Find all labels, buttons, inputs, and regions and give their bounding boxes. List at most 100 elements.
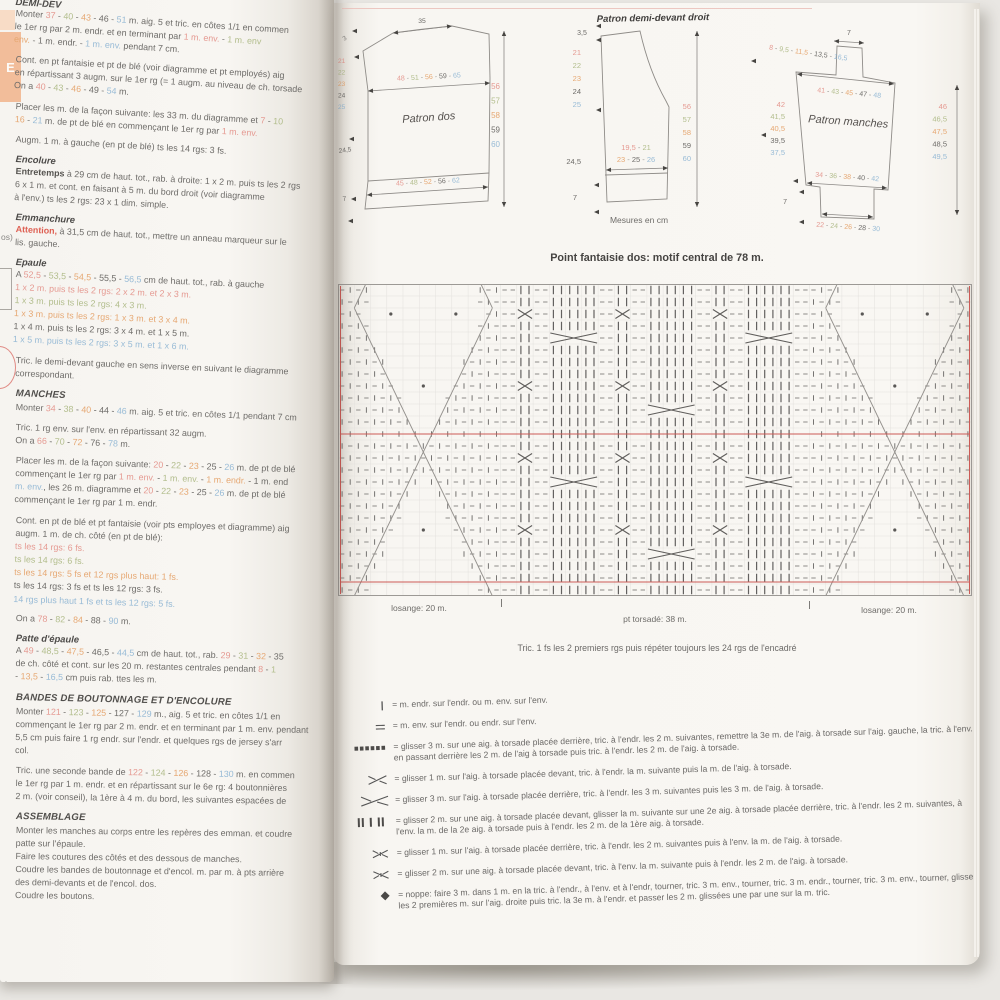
arrowhead [694,31,700,36]
cross-3-front-symbol [351,868,397,881]
paragraph: A 52,5 - 53,5 - 54,5 - 55,5 - 56,5 cm de… [13,268,330,360]
arrowhead [751,58,756,64]
arrowhead [594,209,599,215]
measurement-stack-value: 21 [573,48,581,57]
legend-text: = m. env. sur l'endr. ou endr. sur l'env… [392,716,537,731]
measurement-stack-value: 25 [338,104,346,111]
diagram-label: 3 [342,35,349,43]
margin-color-strip [0,10,15,30]
arrowhead [596,107,601,113]
cropped-text-fragment: os) [1,232,13,242]
dos-name: Patron dos [402,110,456,126]
instructions-column: DEMI-DEV Monter 37 - 40 - 43 - 46 - 51 m.… [13,0,330,910]
measurement-stack-value: 21 [338,58,346,65]
diagram-label: 24,5 [566,157,581,166]
arrowhead [799,189,804,195]
diagram-patron-demi-devant-droit: Patron demi-devant droit 3,5 21 22 23 24 25 24,… [566,12,710,225]
cropped-ellipse-fragment [0,346,16,389]
measurement-stack-value: 49,5 [932,152,947,161]
measurement-stack-value: 59 [491,126,500,135]
cable-5-bars-symbol [350,815,397,839]
stitch-legend: = m. endr. sur l'endr. ou m. env. sur l'… [346,681,979,922]
legend-text: = glisser 3 m. sur l'aig. à torsade plac… [394,780,824,805]
paragraph: A 49 - 48,5 - 47,5 - 46,5 - 44,5 cm de h… [15,644,330,691]
manches-cuff-width: 22 - 24 - 26 - 28 - 30 [816,222,880,233]
measurement-stack-value: 59 [683,141,691,150]
measures-caption: Mesures en cm [610,215,668,225]
paragraph: Placer les m. de la façon suivante: 20 -… [14,454,330,517]
knit-symbol [346,700,392,713]
diagram-label: 24,5 [338,146,352,155]
chart-repeat-note: Tric. 1 fs les 2 premiers rgs puis répét… [517,643,797,653]
legend-text: = m. endr. sur l'endr. ou m. env. sur l'… [391,694,548,710]
diagram-patron-dos: 35 48 - 51 - 56 - 59 - 65 Patron dos 45 - 4… [338,18,507,224]
measurement-stack-value: 56 [491,82,500,91]
diagram-label: 7 [342,195,347,202]
legend-item: = glisser 1 m. sur l'aig. à torsade plac… [348,755,974,787]
arrowhead [761,132,766,138]
chart-losange-left-label: losange: 20 m. [391,603,447,613]
pattern-text-line: Coudre les boutons. [14,890,95,903]
arrowhead [954,210,960,215]
size-tab-badge: E [0,32,21,102]
legend-item: = glisser 1 m. sur l'aig. à torsade plac… [351,829,977,861]
arrowhead [446,24,452,29]
devant-bottom-width-b: 23 - 25 - 26 [617,155,655,164]
knitting-chart-grid [337,283,973,597]
measurement-stack-value: 39,5 [770,136,785,145]
measurement-stack-value: 40,5 [770,124,785,133]
arrowhead [501,202,507,207]
chart-title: Point fantaisie dos: motif central de 78… [550,252,764,264]
arrowhead [596,37,601,43]
manches-name: Patron manches [808,113,889,131]
arrowhead [888,81,894,86]
arrowhead [797,72,803,77]
arrowhead [367,192,373,197]
arrowhead [351,196,356,202]
measurement-stack-value: 41,5 [770,112,785,121]
cross-3-back-symbol [351,847,397,860]
legend-item: = noppe: faire 3 m. dans 1 m. en la tric… [352,871,978,913]
measurement-stack-value: 25 [573,100,581,109]
cross-2-front-symbol [348,773,394,786]
measurement-stack-value: 46,5 [932,115,947,124]
arrowhead [352,28,357,34]
purl-symbol [347,721,393,734]
diagram-label: 7 [783,199,787,206]
arrowhead [822,212,828,217]
manches-shoulder-widths: 8 - 9,5 - 11,5 - 13,5 - 16,5 [769,45,848,63]
size-tab-letter: E [6,59,15,75]
measurement-stack-value: 23 [338,81,346,88]
diagram-label: 3,5 [577,30,587,37]
measurement-stack-value: 60 [683,154,691,163]
header-rule [342,8,812,9]
legend-item: = glisser 2 m. sur une aig. à torsade pl… [351,850,977,882]
legend-item: = glisser 2 m. sur une aig. à torsade pl… [350,797,976,839]
chart-losange-right-label: losange: 20 m. [861,605,917,615]
measurement-stack-value: 47,5 [932,127,947,136]
bobble-symbol [352,889,399,913]
paragraph: Monter les manches au corps entre les re… [15,824,330,907]
knitting-chart [337,283,973,597]
chart-section-tick [809,601,810,609]
arrowhead [484,81,490,86]
legend-item: = m. endr. sur l'endr. ou m. env. sur l'… [346,681,972,713]
arrowhead [349,136,354,142]
arrowhead [858,40,864,45]
legend-item: = glisser 3 m. sur l'aig. à torsade plac… [349,776,975,808]
devant-title: Patron demi-devant droit [597,12,710,25]
measurement-stack-value: 22 [573,61,581,70]
arrowhead [694,202,700,207]
arrowhead [594,182,599,188]
diagram-label: 7 [573,193,577,202]
arrowhead [606,167,612,173]
arrowhead [348,218,353,224]
paragraph: Monter 121 - 123 - 125 - 127 - 129 m., a… [15,705,330,764]
arrowhead [501,31,507,36]
paragraph: On a 78 - 82 - 84 - 88 - 90 m. [16,612,330,634]
legend-item: = glisser 3 m. sur une aig. à torsade pl… [347,723,973,765]
measurement-stack-value: 57 [683,115,691,124]
measurement-stack-value: 46 [939,102,947,111]
paragraph: Tric. une seconde bande de 122 - 124 - 1… [15,764,330,809]
